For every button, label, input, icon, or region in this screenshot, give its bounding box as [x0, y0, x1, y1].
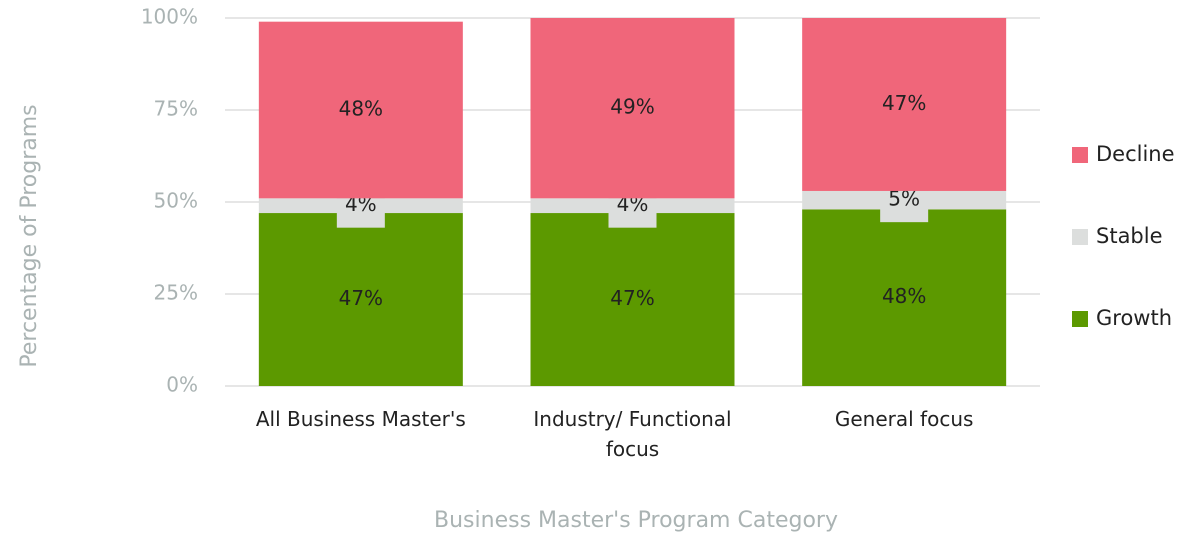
y-axis-title: Percentage of Programs: [17, 104, 42, 367]
y-tick-label: 0%: [166, 373, 198, 397]
bar-segment: [258, 21, 463, 199]
legend-swatch: [1072, 229, 1088, 245]
data-label: 49%: [610, 95, 654, 119]
y-tick-label: 100%: [141, 5, 198, 29]
x-tick-label: All Business Master's: [255, 407, 466, 431]
bar-segment: [802, 209, 1007, 386]
legend-swatch: [1072, 147, 1088, 163]
legend-swatch: [1072, 311, 1088, 327]
legend-label: Growth: [1096, 306, 1172, 330]
data-label: 47%: [610, 286, 654, 310]
legend-label: Stable: [1096, 224, 1163, 248]
y-tick-label: 25%: [154, 281, 198, 305]
data-label: 47%: [882, 91, 926, 115]
bar-segment: [530, 18, 735, 199]
data-label: 48%: [339, 97, 383, 121]
bar-segment: [258, 213, 463, 386]
bar-segment: [802, 18, 1007, 191]
x-tick-label: Industry/ Functional focus: [533, 407, 732, 461]
legend-label: Decline: [1096, 142, 1175, 166]
bar-segment: [530, 213, 735, 386]
data-label: 48%: [882, 284, 926, 308]
x-tick-label: General focus: [834, 407, 974, 431]
x-axis-title: Business Master's Program Category: [434, 508, 838, 533]
y-tick-label: 50%: [154, 189, 198, 213]
y-tick-label: 75%: [154, 97, 198, 121]
data-label: 47%: [339, 286, 383, 310]
